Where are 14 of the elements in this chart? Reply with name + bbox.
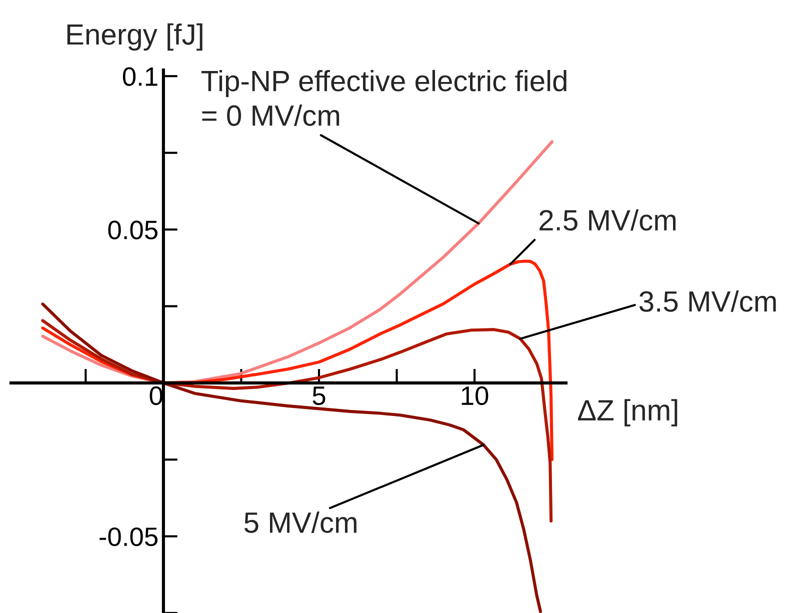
x-axis-title: ΔZ [nm] <box>578 399 678 426</box>
x-tick-label: 0 <box>150 386 162 406</box>
annotation: 5 MV/cm <box>244 512 356 533</box>
y-tick-label: 0.05 <box>108 220 158 240</box>
x-tick-label: 10 <box>462 386 488 406</box>
annotation: 2.5 MV/cm <box>540 209 676 231</box>
x-tick-label: 5 <box>312 386 326 406</box>
annotation: Tip-NP effective electric field = 0 MV/cm <box>201 70 566 126</box>
y-tick-label: -0.05 <box>100 527 158 546</box>
y-tick-label: 0.1 <box>122 67 158 86</box>
y-axis-title: Energy [fJ] <box>67 23 202 51</box>
line-series <box>41 260 554 462</box>
line-series <box>41 302 542 613</box>
annotation: 3.5 MV/cm <box>639 290 776 312</box>
